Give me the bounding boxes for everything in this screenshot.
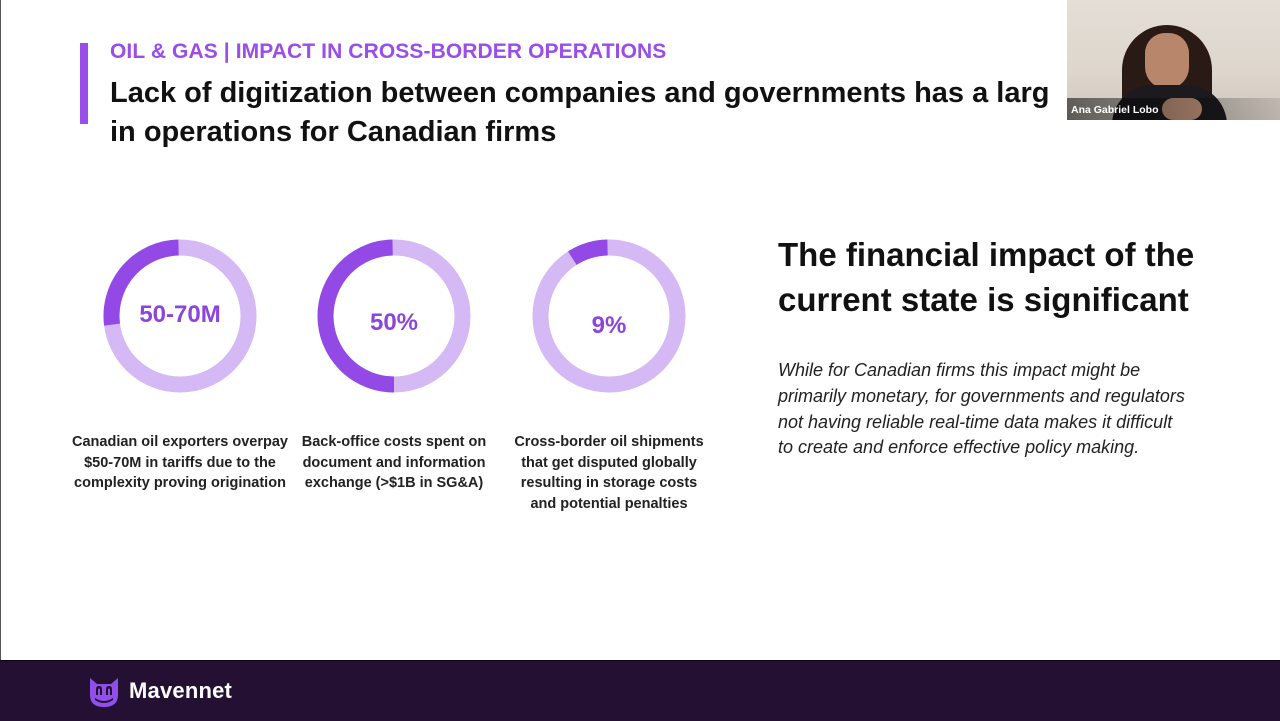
donut-chart-graphic (532, 239, 686, 393)
webcam-video-tile[interactable]: Ana Gabriel Lobo (1067, 0, 1280, 120)
stat-card-tariffs: 50-70M Canadian oil exporters overpay $5… (70, 238, 290, 491)
title-accent-bar (80, 43, 88, 124)
stat-value: 9% (591, 312, 627, 339)
mavennet-brand-name: Mavennet (129, 678, 233, 703)
slide-footer: Mavennet (0, 660, 1280, 721)
slide-left-border (0, 0, 1, 660)
stat-caption: Cross-border oil shipments that get disp… (514, 434, 704, 512)
donut-chart-graphic (317, 239, 471, 393)
stat-card-back-office: 50% Back-office costs spent on document … (284, 238, 504, 491)
stat-caption: Canadian oil exporters overpay $50-70M i… (72, 434, 288, 491)
donut-chart: 50% (314, 238, 474, 398)
webcam-person-face (1145, 33, 1189, 89)
donut-chart: 9% (529, 238, 689, 398)
stat-value: 50-70M (139, 301, 221, 328)
slide-title: Lack of digitization between companies a… (110, 74, 1260, 152)
stat-value: 50% (369, 309, 419, 336)
donut-chart: 50-70M (100, 238, 260, 398)
stat-card-disputed-shipments: 9% Cross-border oil shipments that get d… (499, 238, 719, 512)
impact-body: While for Canadian firms this impact mig… (778, 360, 1185, 458)
donut-chart-graphic (103, 239, 257, 393)
participant-name: Ana Gabriel Lobo (1071, 104, 1159, 116)
participant-name-tag (1067, 98, 1280, 120)
slide-title-line-1: Lack of digitization between companies a… (110, 77, 1050, 109)
slide-title-line-2: in operations for Canadian firms (110, 116, 557, 148)
impact-heading: The financial impact of the current stat… (778, 236, 1195, 318)
stat-caption: Back-office costs spent on document and … (301, 434, 487, 491)
slide-kicker: OIL & GAS | IMPACT IN CROSS-BORDER OPERA… (110, 40, 667, 63)
mavennet-logo-icon (90, 678, 118, 707)
